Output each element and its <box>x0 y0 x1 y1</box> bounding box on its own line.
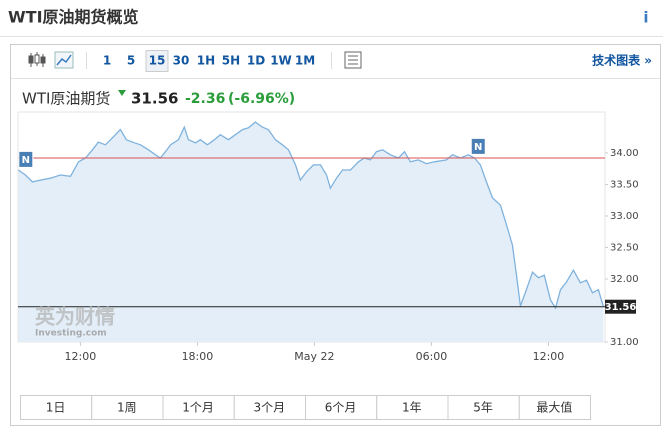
interval-button[interactable]: 1H <box>197 54 215 68</box>
interval-active-box <box>145 50 169 72</box>
range-label[interactable]: 1年 <box>402 401 422 415</box>
plot: 31.00 32.00 32.50 33.00 33.50 34.00 31.56 12:00… <box>17 111 639 363</box>
range-button[interactable] <box>305 395 378 420</box>
x-tick-label: 18:00 <box>182 350 214 363</box>
watermark-site: Investing.com <box>35 329 107 339</box>
quote-change-pct: (-6.96%) <box>228 91 295 107</box>
y-tick-label: 33.50 <box>610 179 639 190</box>
x-tick-label: 06:00 <box>416 350 448 363</box>
range-label[interactable]: 1日 <box>46 401 66 415</box>
y-tick-label: 32.00 <box>610 274 639 285</box>
interval-button[interactable]: 5H <box>222 54 240 68</box>
table-icon[interactable] <box>344 51 362 69</box>
y-tick-label: 32.50 <box>610 242 639 253</box>
down-arrow <box>118 90 126 96</box>
range-button[interactable] <box>447 395 520 420</box>
last-price-label: 31.56 <box>605 302 637 313</box>
price-line <box>18 121 605 310</box>
x-tick-label: 12:00 <box>533 350 565 363</box>
y-tick-label: 33.00 <box>610 211 639 222</box>
range-label[interactable]: 1周 <box>117 401 137 415</box>
y-tick-label: 31.00 <box>610 337 639 348</box>
range-button[interactable] <box>376 395 449 420</box>
interval-button[interactable]: 1 <box>103 54 111 68</box>
range-button[interactable] <box>20 395 93 420</box>
news-marker-label[interactable]: N <box>22 155 30 166</box>
interval-button[interactable]: 15 <box>149 54 166 68</box>
quote-change: -2.36 <box>185 91 225 107</box>
range-label[interactable]: 1个月 <box>182 401 214 415</box>
y-tick-label: 34.00 <box>610 148 639 159</box>
news-marker-label[interactable]: N <box>474 142 482 153</box>
tech-chart-link[interactable]: 技术图表 » <box>592 53 652 68</box>
x-tick-label: 12:00 <box>65 350 97 363</box>
range-label[interactable]: 5年 <box>473 401 493 415</box>
line-icon[interactable] <box>54 51 74 69</box>
interval-button[interactable]: 5 <box>127 54 135 68</box>
last-price-box <box>605 299 636 314</box>
range-bar: 1日 1周 1个月 3个月 6个月 1年 5年 最大值 <box>20 395 591 420</box>
range-label[interactable]: 6个月 <box>325 401 357 415</box>
range-label[interactable]: 3个月 <box>254 401 286 415</box>
watermark-brand: 英为财情 <box>35 305 115 329</box>
range-label[interactable]: 最大值 <box>536 400 572 415</box>
news-marker[interactable] <box>18 150 34 168</box>
x-tick-label: May 22 <box>294 350 334 363</box>
range-button[interactable] <box>518 395 591 420</box>
interval-button[interactable]: 30 <box>173 54 190 68</box>
candle-icon[interactable] <box>28 52 46 67</box>
quote-price: 31.56 <box>131 90 178 108</box>
area-fill <box>18 122 604 342</box>
widget-title: WTI原油期货概览 <box>8 8 139 27</box>
news-marker[interactable] <box>470 137 486 155</box>
interval-button[interactable]: 1D <box>247 54 265 68</box>
interval-button[interactable]: 1M <box>295 54 315 68</box>
quote-name: WTI原油期货 <box>22 90 110 108</box>
info-icon[interactable]: i <box>643 9 648 27</box>
interval-button[interactable]: 1W <box>270 54 292 68</box>
